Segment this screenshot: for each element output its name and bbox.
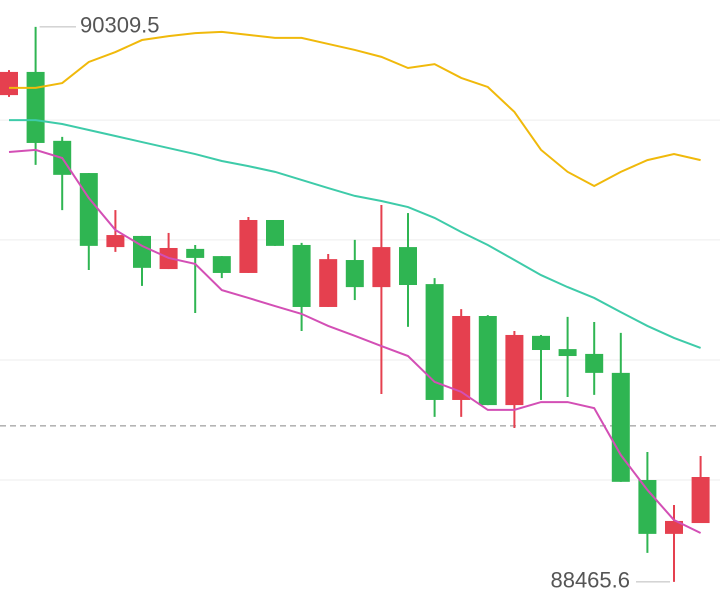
candle-body bbox=[505, 334, 524, 406]
candle-body bbox=[0, 71, 18, 96]
low-label: 88465.6 bbox=[550, 568, 630, 593]
candle-body bbox=[292, 244, 311, 307]
candle-body bbox=[372, 247, 391, 288]
candle-body bbox=[452, 315, 471, 400]
candle-body bbox=[611, 372, 630, 482]
high-label: 90309.5 bbox=[80, 13, 160, 38]
candle-body bbox=[638, 480, 657, 534]
candle-body bbox=[26, 71, 45, 143]
candle-body bbox=[212, 256, 231, 273]
candle-body bbox=[133, 235, 151, 268]
band-line bbox=[9, 30, 701, 188]
candle-body bbox=[399, 247, 417, 286]
candle-body bbox=[345, 260, 364, 288]
candle-body bbox=[558, 349, 577, 357]
candle-body bbox=[79, 173, 98, 246]
candle-body bbox=[665, 520, 683, 534]
candle-body bbox=[186, 248, 205, 258]
candle-body bbox=[266, 219, 284, 246]
candle-body bbox=[425, 284, 444, 400]
candle-body bbox=[585, 353, 604, 373]
candle-body bbox=[478, 315, 497, 406]
candle-body bbox=[106, 235, 125, 248]
band-line bbox=[9, 119, 701, 349]
candle-body bbox=[532, 335, 550, 351]
band-line bbox=[8, 148, 702, 534]
candle-body bbox=[319, 259, 338, 307]
candle-body bbox=[691, 477, 710, 524]
candle-body bbox=[239, 219, 258, 273]
